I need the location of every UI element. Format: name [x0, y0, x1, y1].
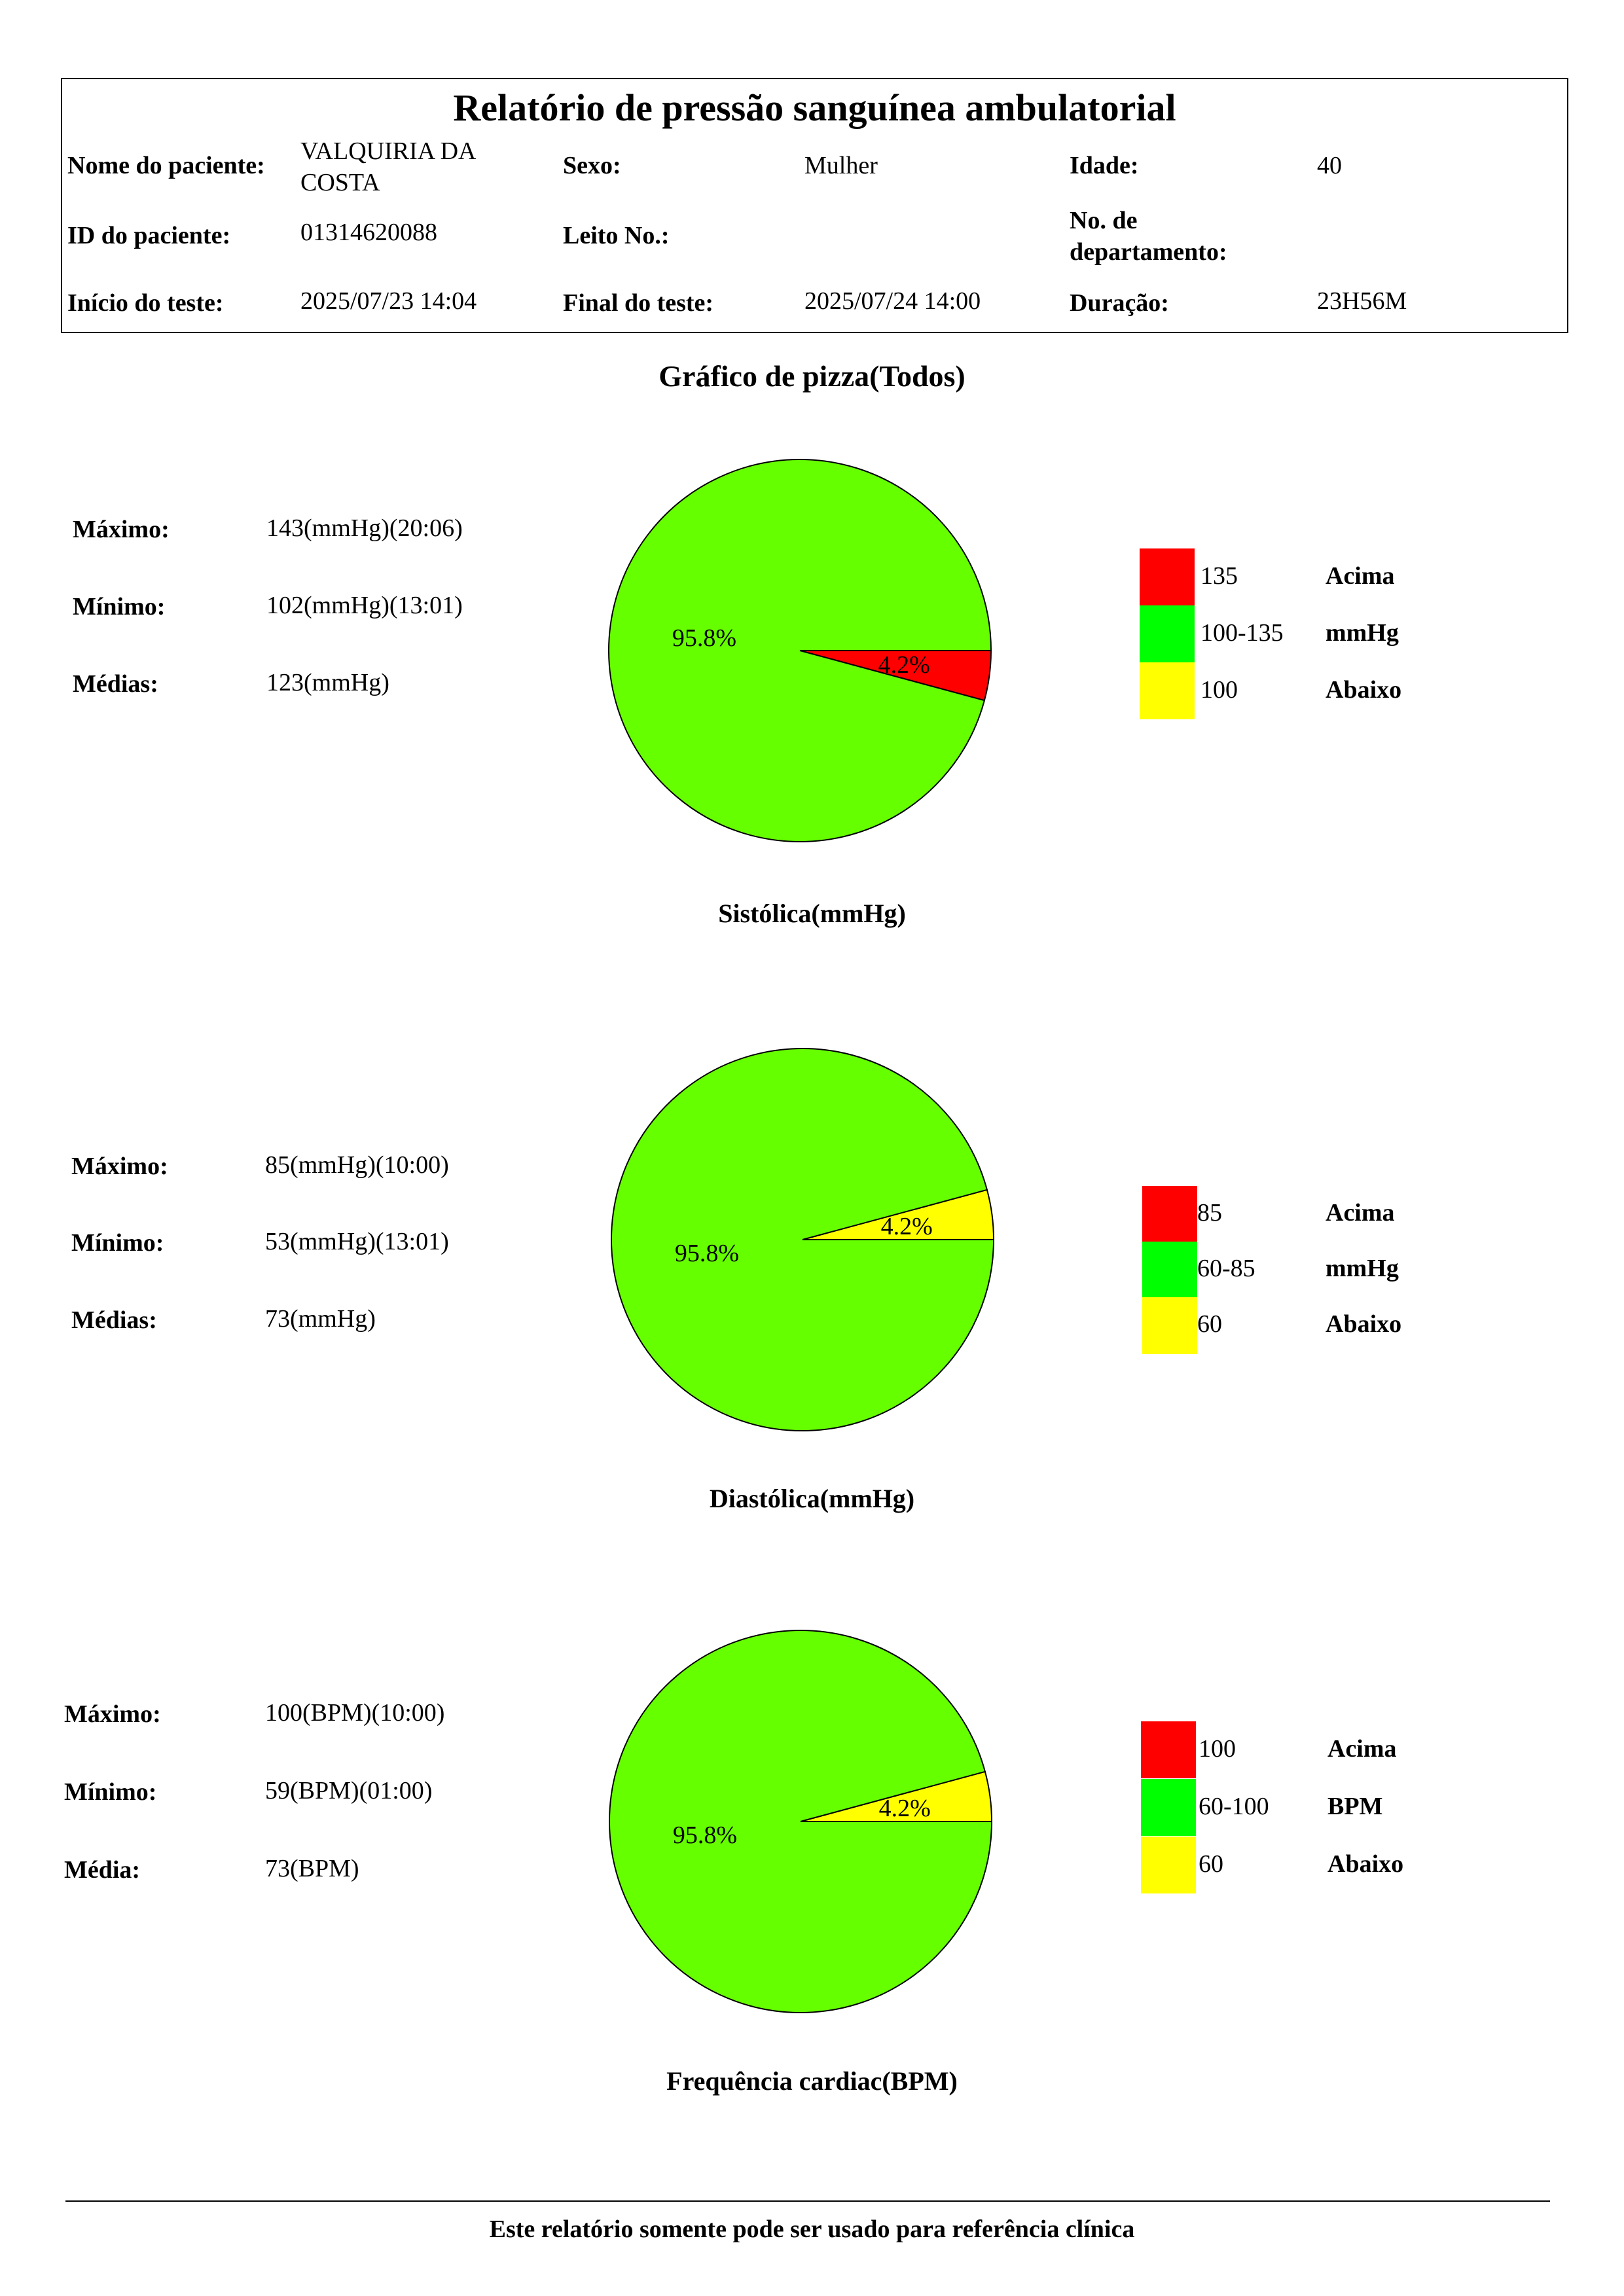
- patient-name-line1: VALQUIRIA DA: [300, 137, 477, 165]
- pie-label-abaixo: 4.2%: [881, 1213, 933, 1240]
- bed-label: Leito No.:: [563, 222, 670, 249]
- heart-rate-max-label: Máximo:: [64, 1700, 161, 1728]
- sex-value: Mulher: [804, 152, 878, 179]
- heart-rate-legend-above-range: 100: [1199, 1735, 1236, 1763]
- systolic-pie-chart: 4.2% 95.8%: [608, 459, 992, 842]
- age-label: Idade:: [1070, 152, 1139, 179]
- diastolic-max-value: 85(mmHg)(10:00): [265, 1151, 449, 1179]
- dept-label-line1: No. de: [1070, 207, 1138, 234]
- dept-label-line2: departamento:: [1070, 238, 1227, 266]
- heart-rate-legend-above-word: Acima: [1327, 1735, 1397, 1763]
- diastolic-legend-normal-range: 60-85: [1197, 1255, 1255, 1282]
- heart-rate-max-value: 100(BPM)(10:00): [265, 1699, 445, 1727]
- heart-rate-legend-normal-range: 60-100: [1199, 1793, 1269, 1820]
- systolic-max-label: Máximo:: [73, 516, 170, 543]
- heart-rate-legend-below-word: Abaixo: [1327, 1850, 1404, 1878]
- diastolic-min-label: Mínimo:: [71, 1229, 164, 1257]
- systolic-avg-label: Médias:: [73, 670, 158, 698]
- systolic-legend-normal-swatch: [1140, 605, 1195, 662]
- systolic-legend-below-swatch: [1140, 662, 1195, 719]
- sex-label: Sexo:: [563, 152, 621, 179]
- start-label: Início do teste:: [67, 289, 224, 317]
- systolic-legend-below-range: 100: [1200, 676, 1238, 704]
- heart-rate-legend-below-swatch: [1141, 1837, 1196, 1893]
- patient-name-line2: COSTA: [300, 169, 380, 196]
- footer-divider: [65, 2200, 1550, 2202]
- diastolic-legend-above-swatch: [1142, 1186, 1197, 1243]
- diastolic-legend-above-range: 85: [1197, 1199, 1222, 1227]
- pie-label-abaixo: 4.2%: [879, 1795, 931, 1822]
- heart-rate-caption: Frequência cardiac(BPM): [666, 2066, 958, 2096]
- diastolic-avg-value: 73(mmHg): [265, 1305, 376, 1333]
- patient-id-label: ID do paciente:: [67, 222, 231, 249]
- systolic-min-label: Mínimo:: [73, 593, 166, 620]
- end-label: Final do teste:: [563, 289, 714, 317]
- heart-rate-legend-normal-swatch: [1141, 1779, 1196, 1836]
- diastolic-legend-below-swatch: [1142, 1297, 1197, 1354]
- pie-label-acima: 4.2%: [878, 651, 930, 679]
- pie-label-bpm: 95.8%: [673, 1821, 737, 1849]
- diastolic-legend-normal-swatch: [1142, 1242, 1197, 1299]
- diastolic-min-value: 53(mmHg)(13:01): [265, 1228, 449, 1255]
- diastolic-pie-chart: 4.2% 95.8%: [611, 1048, 995, 1431]
- heart-rate-avg-value: 73(BPM): [265, 1855, 359, 1882]
- systolic-legend-above-swatch: [1140, 548, 1195, 605]
- diastolic-legend-normal-word: mmHg: [1326, 1255, 1399, 1282]
- systolic-max-value: 143(mmHg)(20:06): [266, 514, 463, 542]
- footer-disclaimer: Este relatório somente pode ser usado pa…: [489, 2215, 1135, 2243]
- patient-name-label: Nome do paciente:: [67, 152, 265, 179]
- systolic-legend-above-word: Acima: [1326, 562, 1395, 590]
- report-header: Relatório de pressão sanguínea ambulator…: [61, 78, 1568, 333]
- diastolic-legend-above-word: Acima: [1326, 1199, 1395, 1227]
- diastolic-legend-below-word: Abaixo: [1326, 1310, 1402, 1338]
- systolic-min-value: 102(mmHg)(13:01): [266, 592, 463, 619]
- systolic-legend-above-range: 135: [1200, 562, 1238, 590]
- heart-rate-legend-above-swatch: [1141, 1721, 1196, 1778]
- systolic-legend-below-word: Abaixo: [1326, 676, 1402, 704]
- heart-rate-legend-below-range: 60: [1199, 1850, 1223, 1878]
- heart-rate-min-label: Mínimo:: [64, 1778, 157, 1806]
- heart-rate-legend-normal-word: BPM: [1327, 1793, 1383, 1820]
- age-value: 40: [1317, 152, 1342, 179]
- diastolic-caption: Diastólica(mmHg): [709, 1484, 915, 1513]
- end-value: 2025/07/24 14:00: [804, 287, 981, 315]
- start-value: 2025/07/23 14:04: [300, 287, 477, 315]
- duration-value: 23H56M: [1317, 287, 1407, 315]
- report-title: Relatório de pressão sanguínea ambulator…: [453, 86, 1176, 129]
- section-title: Gráfico de pizza(Todos): [659, 359, 965, 393]
- diastolic-max-label: Máximo:: [71, 1153, 168, 1180]
- pie-slice-bpm: [609, 1630, 993, 2013]
- systolic-legend-normal-range: 100-135: [1200, 619, 1284, 647]
- diastolic-legend-below-range: 60: [1197, 1310, 1222, 1338]
- heart-rate-min-value: 59(BPM)(01:00): [265, 1777, 433, 1804]
- pie-label-mmhg: 95.8%: [675, 1240, 739, 1267]
- patient-id-value: 01314620088: [300, 219, 437, 246]
- systolic-legend-normal-word: mmHg: [1326, 619, 1399, 647]
- systolic-caption: Sistólica(mmHg): [718, 899, 906, 928]
- pie-label-mmhg: 95.8%: [672, 624, 736, 652]
- duration-label: Duração:: [1070, 289, 1169, 317]
- heart-rate-avg-label: Média:: [64, 1856, 141, 1884]
- systolic-avg-value: 123(mmHg): [266, 669, 389, 696]
- pie-slice-mmhg: [608, 459, 992, 842]
- diastolic-avg-label: Médias:: [71, 1306, 157, 1334]
- pie-slice-mmhg: [611, 1048, 995, 1431]
- heart-rate-pie-chart: 4.2% 95.8%: [609, 1630, 993, 2013]
